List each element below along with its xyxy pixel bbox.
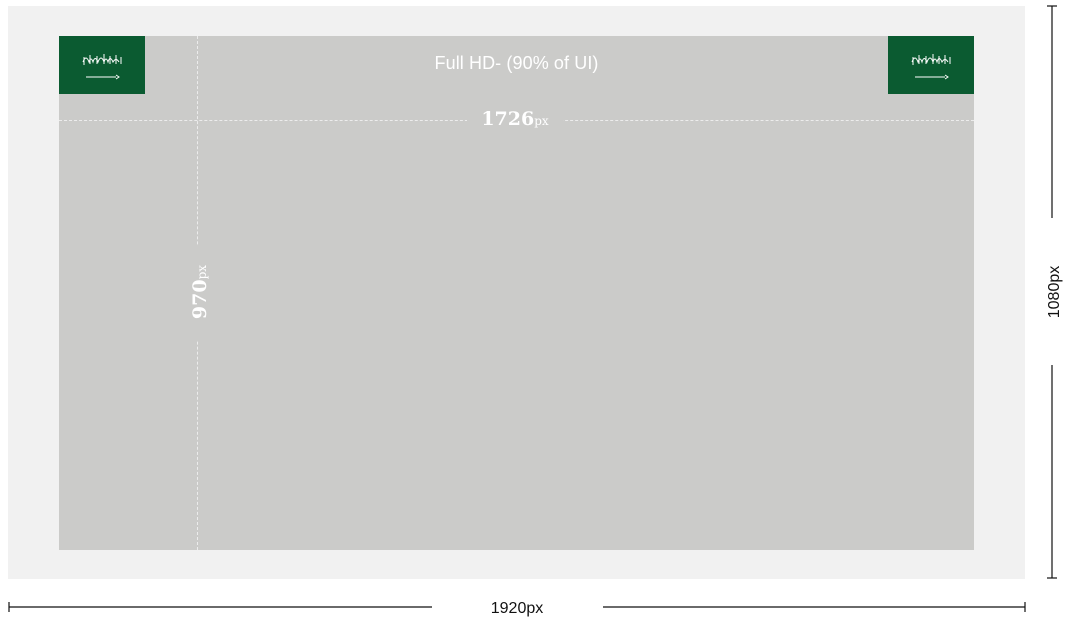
ui-height-label: 970px (189, 265, 211, 319)
saudi-flag-icon (59, 36, 145, 94)
height-label-gap (187, 245, 209, 340)
saudi-flag-icon (888, 36, 974, 94)
ui-width-label: 1726px (467, 108, 563, 132)
ui-width-value: 1726 (481, 108, 535, 130)
screen-width-label: 1920px (490, 600, 544, 617)
screen-height-label: 1080px (1046, 265, 1063, 319)
ui-area-title: Full HD- (90% of UI) (434, 53, 599, 73)
ui-height-unit: px (195, 264, 209, 280)
ui-height-value: 970 (189, 279, 211, 320)
ui-width-unit: px (534, 114, 549, 128)
